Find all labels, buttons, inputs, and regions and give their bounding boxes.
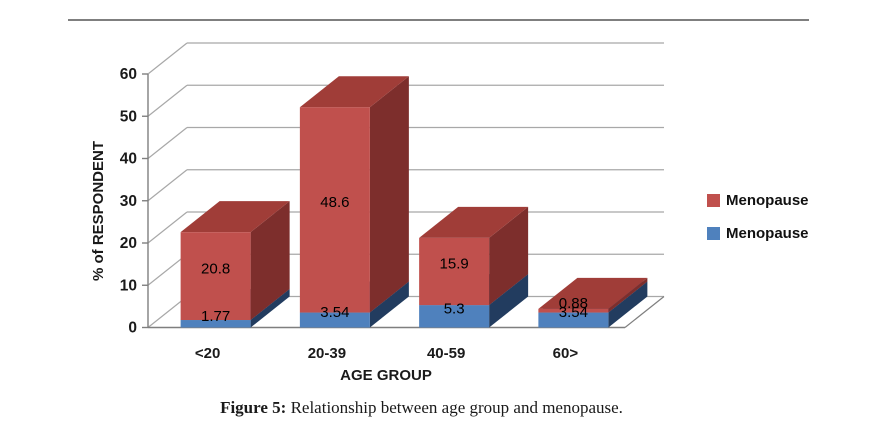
y-axis-title: % of RESPONDENT bbox=[90, 141, 107, 281]
x-axis-title: AGE GROUP bbox=[340, 367, 432, 384]
y-tick-label: 60 bbox=[120, 66, 137, 83]
x-category-label: <20 bbox=[195, 345, 220, 362]
legend-swatch-icon bbox=[707, 226, 720, 240]
y-tick-label: 50 bbox=[120, 108, 137, 125]
bar-side-face bbox=[369, 281, 409, 328]
bar-side-face bbox=[489, 206, 529, 306]
legend-swatch-icon bbox=[707, 193, 720, 207]
bar-front-face bbox=[538, 308, 609, 313]
caption-figure-number: Figure 5: bbox=[220, 398, 291, 417]
x-category-label: 60> bbox=[553, 345, 579, 362]
bar-side-face bbox=[489, 274, 529, 328]
gridline-slant bbox=[147, 253, 188, 286]
bar-side-face bbox=[250, 201, 290, 321]
bar-data-label: 20.8 bbox=[201, 260, 230, 277]
bar-top-face bbox=[538, 277, 648, 309]
y-tick-label: 0 bbox=[128, 320, 137, 337]
gridline-slant bbox=[147, 211, 188, 244]
tick-labels-group: 0 10 20 30 40 50 60 <20 20-39 40-59 60> bbox=[120, 66, 579, 362]
gridline-slant bbox=[147, 296, 188, 328]
legend-item: Menopause bbox=[707, 191, 809, 209]
bar-data-label: 3.54 bbox=[320, 304, 349, 321]
bar-top-face bbox=[180, 201, 290, 233]
bar-side-face bbox=[369, 76, 409, 313]
bar-data-label: 0.88 bbox=[559, 295, 588, 312]
y-tick-label: 20 bbox=[120, 235, 137, 252]
y-tick-label: 40 bbox=[120, 151, 137, 168]
bar-front-face bbox=[538, 312, 609, 328]
bar-front-face bbox=[419, 305, 490, 328]
bar-top-face bbox=[299, 76, 409, 108]
bar-front-face bbox=[180, 320, 251, 328]
bar-front-face bbox=[299, 107, 370, 313]
bar-front-face bbox=[299, 312, 370, 328]
y-tick-label: 10 bbox=[120, 277, 137, 294]
legend-item: Menopause bbox=[707, 224, 809, 242]
bar-front-face bbox=[180, 232, 251, 321]
bar-front-face bbox=[419, 237, 490, 306]
bar-top-face bbox=[419, 206, 529, 238]
chart-legend: Menopause Menopause bbox=[707, 192, 809, 258]
bar-side-face bbox=[608, 281, 648, 328]
bar-data-label: 1.77 bbox=[201, 308, 230, 325]
gridline-slant bbox=[147, 42, 188, 75]
legend-label: Menopause bbox=[726, 191, 809, 209]
floor-right-edge bbox=[624, 296, 665, 328]
bar-data-label: 15.9 bbox=[440, 256, 469, 273]
caption-text: Relationship between age group and menop… bbox=[290, 398, 623, 417]
bar-data-label: 5.3 bbox=[444, 301, 465, 318]
bar-data-label: 3.54 bbox=[559, 304, 588, 321]
x-category-label: 20-39 bbox=[308, 345, 346, 362]
figure-caption: Figure 5: Relationship between age group… bbox=[0, 398, 875, 418]
bars-group bbox=[180, 76, 648, 328]
top-divider bbox=[68, 19, 809, 21]
x-category-label: 40-59 bbox=[427, 345, 465, 362]
bar-data-label: 48.6 bbox=[320, 194, 349, 211]
gridline-slant bbox=[147, 169, 188, 202]
y-tick-label: 30 bbox=[120, 193, 137, 210]
legend-label: Menopause bbox=[726, 224, 809, 242]
gridline-slant bbox=[147, 84, 188, 117]
bar-side-face bbox=[608, 277, 648, 313]
gridline-slant bbox=[147, 127, 188, 159]
bar-side-face bbox=[250, 289, 290, 328]
